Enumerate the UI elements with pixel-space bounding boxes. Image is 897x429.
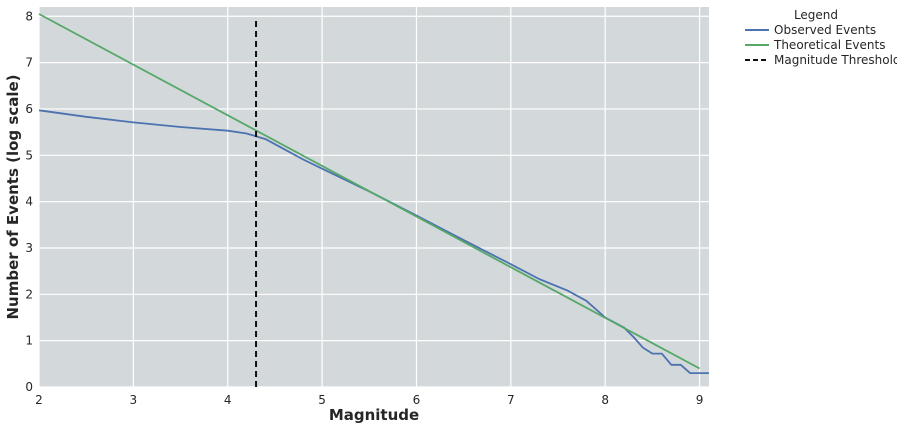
x-tick-label: 3 — [130, 393, 138, 407]
legend: Legend Observed Events Theoretical Event… — [745, 8, 897, 67]
y-tick-label: 7 — [25, 56, 33, 70]
plot-background — [39, 7, 709, 387]
x-tick-label: 2 — [35, 393, 43, 407]
y-tick-label: 6 — [25, 102, 33, 116]
x-axis-title: Magnitude — [329, 406, 419, 424]
observed-events-line — [38, 109, 709, 375]
x-tick-label: 4 — [224, 393, 232, 407]
y-tick-label: 4 — [25, 195, 33, 209]
y-tick-label: 5 — [25, 148, 33, 162]
y-axis-title: Number of Events (log scale) — [4, 74, 22, 319]
x-axis: 2 3 4 5 6 7 8 9 — [35, 393, 703, 407]
y-tick-label: 8 — [25, 9, 33, 23]
x-tick-label: 6 — [413, 393, 421, 407]
y-tick-label: 2 — [25, 287, 33, 301]
grid — [38, 7, 709, 388]
y-axis: 0 1 2 3 4 5 6 7 8 — [25, 9, 33, 394]
x-tick-label: 9 — [696, 393, 704, 407]
x-tick-label: 5 — [318, 393, 326, 407]
y-tick-label: 1 — [25, 334, 33, 348]
legend-label-theoretical: Theoretical Events — [773, 38, 885, 52]
legend-label-observed: Observed Events — [774, 23, 876, 37]
y-tick-label: 0 — [25, 380, 33, 394]
theoretical-events-line — [38, 13, 701, 370]
legend-label-threshold: Magnitude Threshold — [774, 53, 897, 67]
series-layer — [38, 13, 709, 387]
x-tick-label: 8 — [601, 393, 609, 407]
x-tick-label: 7 — [507, 393, 515, 407]
legend-title: Legend — [794, 8, 838, 22]
y-tick-label: 3 — [25, 241, 33, 255]
